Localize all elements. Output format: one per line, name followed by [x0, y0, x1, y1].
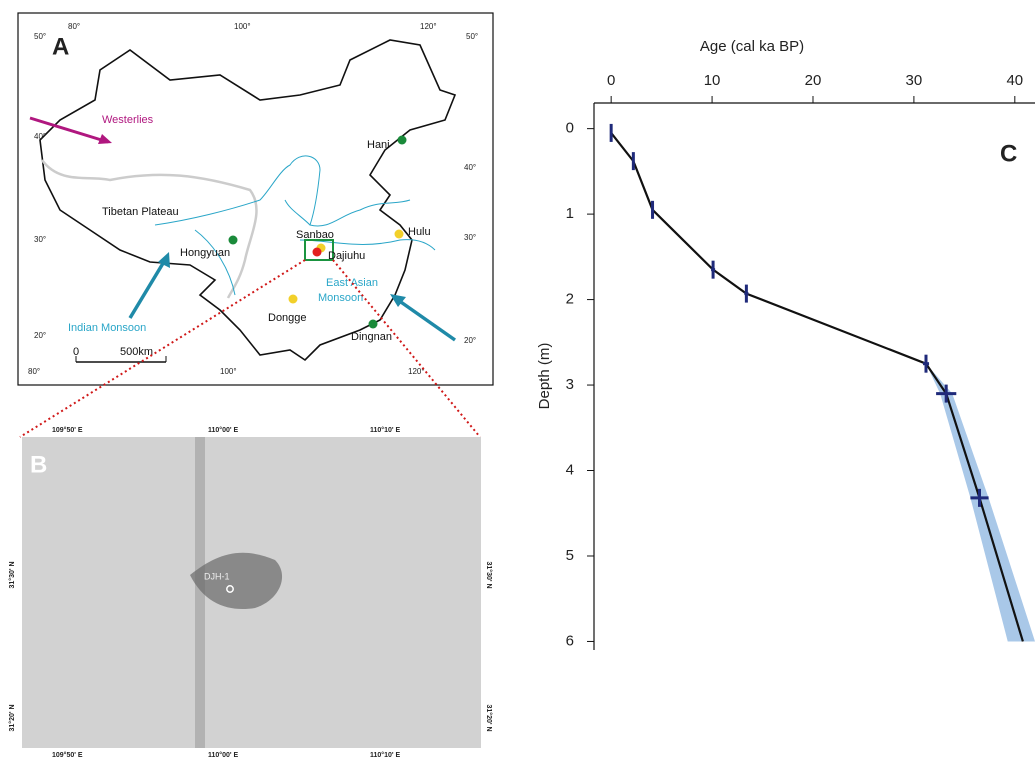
coord-label: 40°	[34, 132, 46, 141]
place-label: East Asian	[326, 277, 378, 289]
coord-label: 120°	[420, 22, 437, 31]
coord-label: 100°	[220, 367, 237, 376]
x-tick-label: 40	[1006, 72, 1023, 89]
coord-label: 110°00' E	[208, 751, 238, 759]
panel-label: A	[52, 33, 69, 60]
panel-label: B	[30, 451, 47, 478]
age-depth-chart: Age (cal ka BP) Depth (m) C 0 10 20 30 40 0 1 2…	[536, 38, 1035, 650]
panel-label: C	[1000, 140, 1017, 167]
coord-label: 110°00' E	[208, 426, 238, 434]
scale-label: 0	[73, 346, 79, 358]
y-tick-label: 3	[566, 376, 574, 393]
coord-label: 110°10' E	[370, 426, 400, 434]
coord-label: 109°50' E	[52, 426, 83, 434]
place-label: Hongyuan	[180, 247, 230, 259]
x-tick-label: 20	[805, 72, 822, 89]
site-label: DJH-1	[204, 571, 230, 581]
y-tick-label: 2	[566, 291, 574, 308]
y-tick-label: 1	[566, 205, 574, 222]
site-dot	[395, 230, 404, 239]
place-label: Dingnan	[351, 331, 392, 343]
site-dot	[313, 248, 322, 257]
map-b: DJH-1 B 109°50' E 110°00' E 110°10' E 10…	[8, 426, 493, 759]
x-axis-title: Age (cal ka BP)	[700, 38, 804, 55]
scale-label: 500km	[120, 346, 153, 358]
x-tick-label: 10	[704, 72, 721, 89]
place-label: Westerlies	[102, 114, 154, 126]
site-dot	[398, 136, 407, 145]
coord-label: 110°10' E	[370, 751, 400, 759]
coord-label: 20°	[464, 336, 476, 345]
place-label: Hulu	[408, 226, 431, 238]
y-axis-title: Depth (m)	[536, 343, 553, 410]
place-label: Hani	[367, 139, 390, 151]
coord-label: 50°	[34, 32, 46, 41]
coord-label: 100°	[234, 22, 251, 31]
coord-label: 31°30' N	[485, 561, 493, 588]
map-a: A 50° 80° 100° 120° 50° 40° 30° 20° 40° …	[18, 13, 493, 385]
site-dot	[369, 320, 378, 329]
coord-label: 31°20' N	[8, 704, 16, 731]
place-label: Monsoon	[318, 292, 363, 304]
coord-label: 31°30' N	[8, 561, 16, 588]
coord-label: 109°50' E	[52, 751, 83, 759]
coord-label: 40°	[464, 163, 476, 172]
coord-label: 80°	[68, 22, 80, 31]
site-dot	[229, 236, 238, 245]
y-tick-label: 4	[566, 461, 574, 478]
place-label: Tibetan Plateau	[102, 206, 179, 218]
x-tick-label: 30	[906, 72, 923, 89]
coord-label: 20°	[34, 331, 46, 340]
y-tick-label: 5	[566, 547, 574, 564]
figure: A 50° 80° 100° 120° 50° 40° 30° 20° 40° …	[0, 0, 1035, 761]
y-tick-label: 6	[566, 632, 574, 649]
place-label: Sanbao	[296, 229, 334, 241]
place-label: Dongge	[268, 312, 307, 324]
coord-label: 30°	[34, 235, 46, 244]
coord-label: 50°	[466, 32, 478, 41]
place-label: Indian Monsoon	[68, 322, 146, 334]
y-tick-label: 0	[566, 120, 574, 137]
coord-label: 31°20' N	[485, 704, 493, 731]
x-tick-label: 0	[607, 72, 615, 89]
coord-label: 30°	[464, 233, 476, 242]
age-model-line	[611, 133, 1023, 642]
site-dot	[289, 295, 298, 304]
coord-label: 80°	[28, 367, 40, 376]
